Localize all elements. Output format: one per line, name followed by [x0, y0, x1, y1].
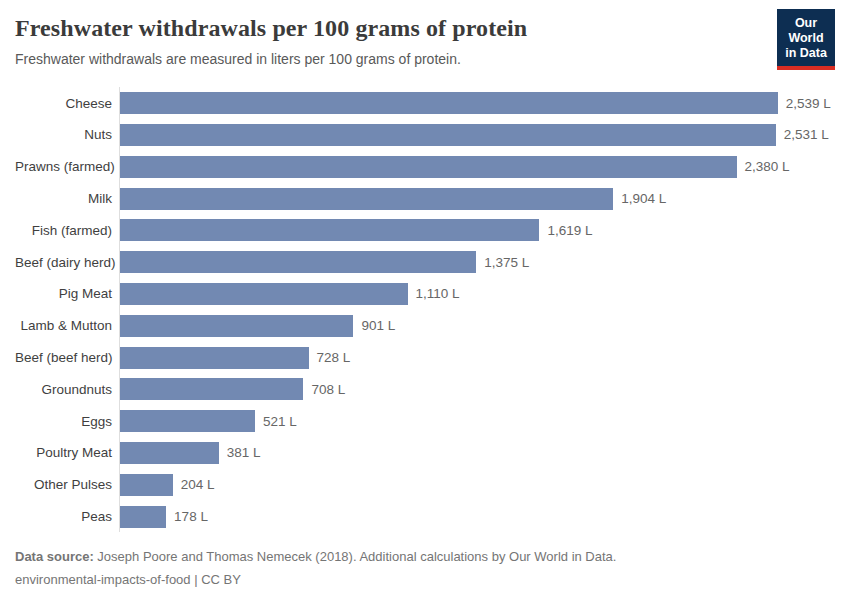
bar	[120, 124, 776, 146]
chart-row: Cheese 2,539 L	[15, 87, 835, 119]
data-source-label: Data source:	[15, 549, 94, 564]
value-label: 901 L	[361, 318, 395, 333]
category-label: Eggs	[15, 414, 119, 429]
owid-logo-line1: Our World	[781, 16, 831, 46]
bar-chart: Cheese 2,539 L Nuts 2,531 L Prawns (farmed) 2…	[15, 87, 835, 532]
chart-title: Freshwater withdrawals per 100 grams of …	[15, 14, 527, 43]
chart-row: Other Pulses 204 L	[15, 469, 835, 501]
bar	[120, 378, 303, 400]
plot-area: 521 L	[119, 405, 835, 437]
bar	[120, 442, 219, 464]
bar	[120, 410, 255, 432]
category-label: Lamb & Mutton	[15, 318, 119, 333]
plot-area: 1,110 L	[119, 278, 835, 310]
category-label: Pig Meat	[15, 286, 119, 301]
bar	[120, 506, 166, 528]
chart-row: Eggs 521 L	[15, 405, 835, 437]
value-label: 2,531 L	[784, 127, 829, 142]
license-line: environmental-impacts-of-food | CC BY	[15, 569, 835, 592]
chart-row: Prawns (farmed) 2,380 L	[15, 151, 835, 183]
value-label: 708 L	[311, 382, 345, 397]
value-label: 1,110 L	[416, 286, 460, 301]
bar	[120, 251, 476, 273]
plot-area: 901 L	[119, 310, 835, 342]
bar	[120, 315, 353, 337]
plot-area: 728 L	[119, 342, 835, 374]
chart-row: Groundnuts 708 L	[15, 373, 835, 405]
category-label: Poultry Meat	[15, 445, 119, 460]
category-label: Beef (dairy herd)	[15, 255, 119, 270]
plot-area: 2,380 L	[119, 151, 835, 183]
header-text: Freshwater withdrawals per 100 grams of …	[15, 14, 527, 67]
owid-logo-line2: in Data	[781, 46, 831, 61]
bar	[120, 92, 778, 114]
chart-row: Beef (beef herd) 728 L	[15, 342, 835, 374]
value-label: 2,539 L	[786, 96, 831, 111]
chart-subtitle: Freshwater withdrawals are measured in l…	[15, 51, 527, 67]
chart-row: Pig Meat 1,110 L	[15, 278, 835, 310]
chart-row: Lamb & Mutton 901 L	[15, 310, 835, 342]
data-source-text: Joseph Poore and Thomas Nemecek (2018). …	[94, 549, 617, 564]
bar	[120, 219, 539, 241]
value-label: 381 L	[227, 445, 261, 460]
value-label: 728 L	[317, 350, 351, 365]
category-label: Prawns (farmed)	[15, 159, 119, 174]
category-label: Milk	[15, 191, 119, 206]
plot-area: 381 L	[119, 437, 835, 469]
bar	[120, 347, 309, 369]
category-label: Peas	[15, 509, 119, 524]
data-source-line: Data source: Joseph Poore and Thomas Nem…	[15, 546, 835, 569]
bar	[120, 283, 408, 305]
header: Freshwater withdrawals per 100 grams of …	[15, 0, 835, 70]
category-label: Beef (beef herd)	[15, 350, 119, 365]
value-label: 1,619 L	[547, 223, 592, 238]
value-label: 1,904 L	[621, 191, 666, 206]
chart-row: Peas 178 L	[15, 501, 835, 533]
value-label: 1,375 L	[484, 255, 529, 270]
bar	[120, 474, 173, 496]
plot-area: 2,539 L	[119, 87, 835, 119]
category-label: Other Pulses	[15, 477, 119, 492]
plot-area: 204 L	[119, 469, 835, 501]
category-label: Fish (farmed)	[15, 223, 119, 238]
plot-area: 708 L	[119, 373, 835, 405]
chart-row: Fish (farmed) 1,619 L	[15, 214, 835, 246]
value-label: 521 L	[263, 414, 297, 429]
bar	[120, 188, 613, 210]
category-label: Cheese	[15, 96, 119, 111]
bar	[120, 156, 737, 178]
category-label: Nuts	[15, 127, 119, 142]
footer: Data source: Joseph Poore and Thomas Nem…	[15, 546, 835, 592]
plot-area: 2,531 L	[119, 119, 835, 151]
category-label: Groundnuts	[15, 382, 119, 397]
plot-area: 1,619 L	[119, 214, 835, 246]
value-label: 2,380 L	[745, 159, 790, 174]
chart-row: Poultry Meat 381 L	[15, 437, 835, 469]
plot-area: 1,904 L	[119, 183, 835, 215]
chart-row: Beef (dairy herd) 1,375 L	[15, 246, 835, 278]
plot-area: 178 L	[119, 501, 835, 533]
value-label: 204 L	[181, 477, 215, 492]
chart-row: Milk 1,904 L	[15, 183, 835, 215]
value-label: 178 L	[174, 509, 208, 524]
chart-row: Nuts 2,531 L	[15, 119, 835, 151]
plot-area: 1,375 L	[119, 246, 835, 278]
chart-page: Freshwater withdrawals per 100 grams of …	[0, 0, 850, 600]
owid-logo: Our World in Data	[777, 9, 835, 70]
